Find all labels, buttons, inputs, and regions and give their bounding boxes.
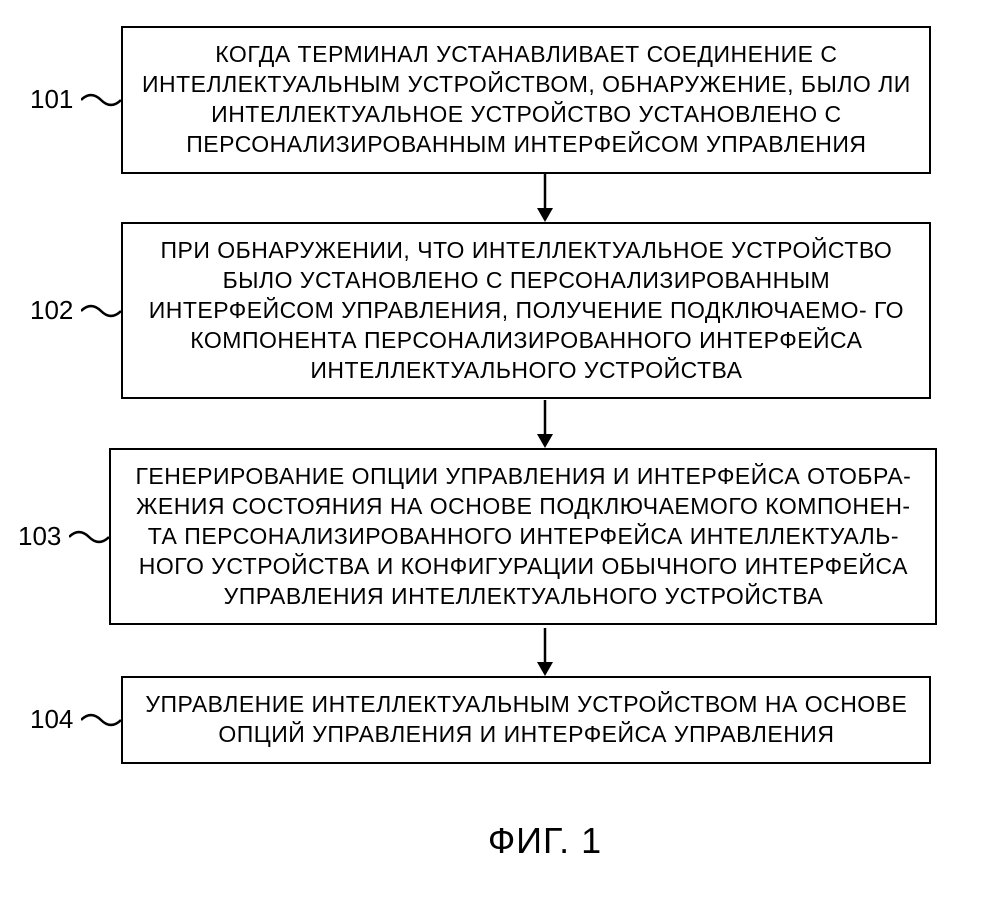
- wavy-connector-icon: [81, 301, 121, 321]
- step-label: 101: [30, 84, 73, 115]
- flowchart-step-104: 104 УПРАВЛЕНИЕ ИНТЕЛЛЕКТУАЛЬНЫМ УСТРОЙСТ…: [30, 676, 931, 764]
- step-box: ГЕНЕРИРОВАНИЕ ОПЦИИ УПРАВЛЕНИЯ И ИНТЕРФЕ…: [109, 448, 937, 625]
- flowchart-container: 101 КОГДА ТЕРМИНАЛ УСТАНАВЛИВАЕТ СОЕДИНЕ…: [0, 0, 999, 912]
- arrow-down-icon: [533, 400, 557, 448]
- flowchart-step-101: 101 КОГДА ТЕРМИНАЛ УСТАНАВЛИВАЕТ СОЕДИНЕ…: [30, 26, 931, 174]
- flowchart-step-102: 102 ПРИ ОБНАРУЖЕНИИ, ЧТО ИНТЕЛЛЕКТУАЛЬНО…: [30, 222, 931, 399]
- arrow-down-icon: [533, 628, 557, 676]
- wavy-connector-icon: [81, 710, 121, 730]
- flowchart-step-103: 103 ГЕНЕРИРОВАНИЕ ОПЦИИ УПРАВЛЕНИЯ И ИНТ…: [18, 448, 937, 625]
- figure-caption: ФИГ. 1: [488, 820, 602, 862]
- arrow-down-icon: [533, 172, 557, 222]
- wavy-connector-icon: [69, 527, 109, 547]
- wavy-connector-icon: [81, 90, 121, 110]
- step-box: УПРАВЛЕНИЕ ИНТЕЛЛЕКТУАЛЬНЫМ УСТРОЙСТВОМ …: [121, 676, 931, 764]
- step-label: 102: [30, 295, 73, 326]
- step-box: КОГДА ТЕРМИНАЛ УСТАНАВЛИВАЕТ СОЕДИНЕНИЕ …: [121, 26, 931, 174]
- step-box: ПРИ ОБНАРУЖЕНИИ, ЧТО ИНТЕЛЛЕКТУАЛЬНОЕ УС…: [121, 222, 931, 399]
- step-label: 104: [30, 704, 73, 735]
- step-label: 103: [18, 521, 61, 552]
